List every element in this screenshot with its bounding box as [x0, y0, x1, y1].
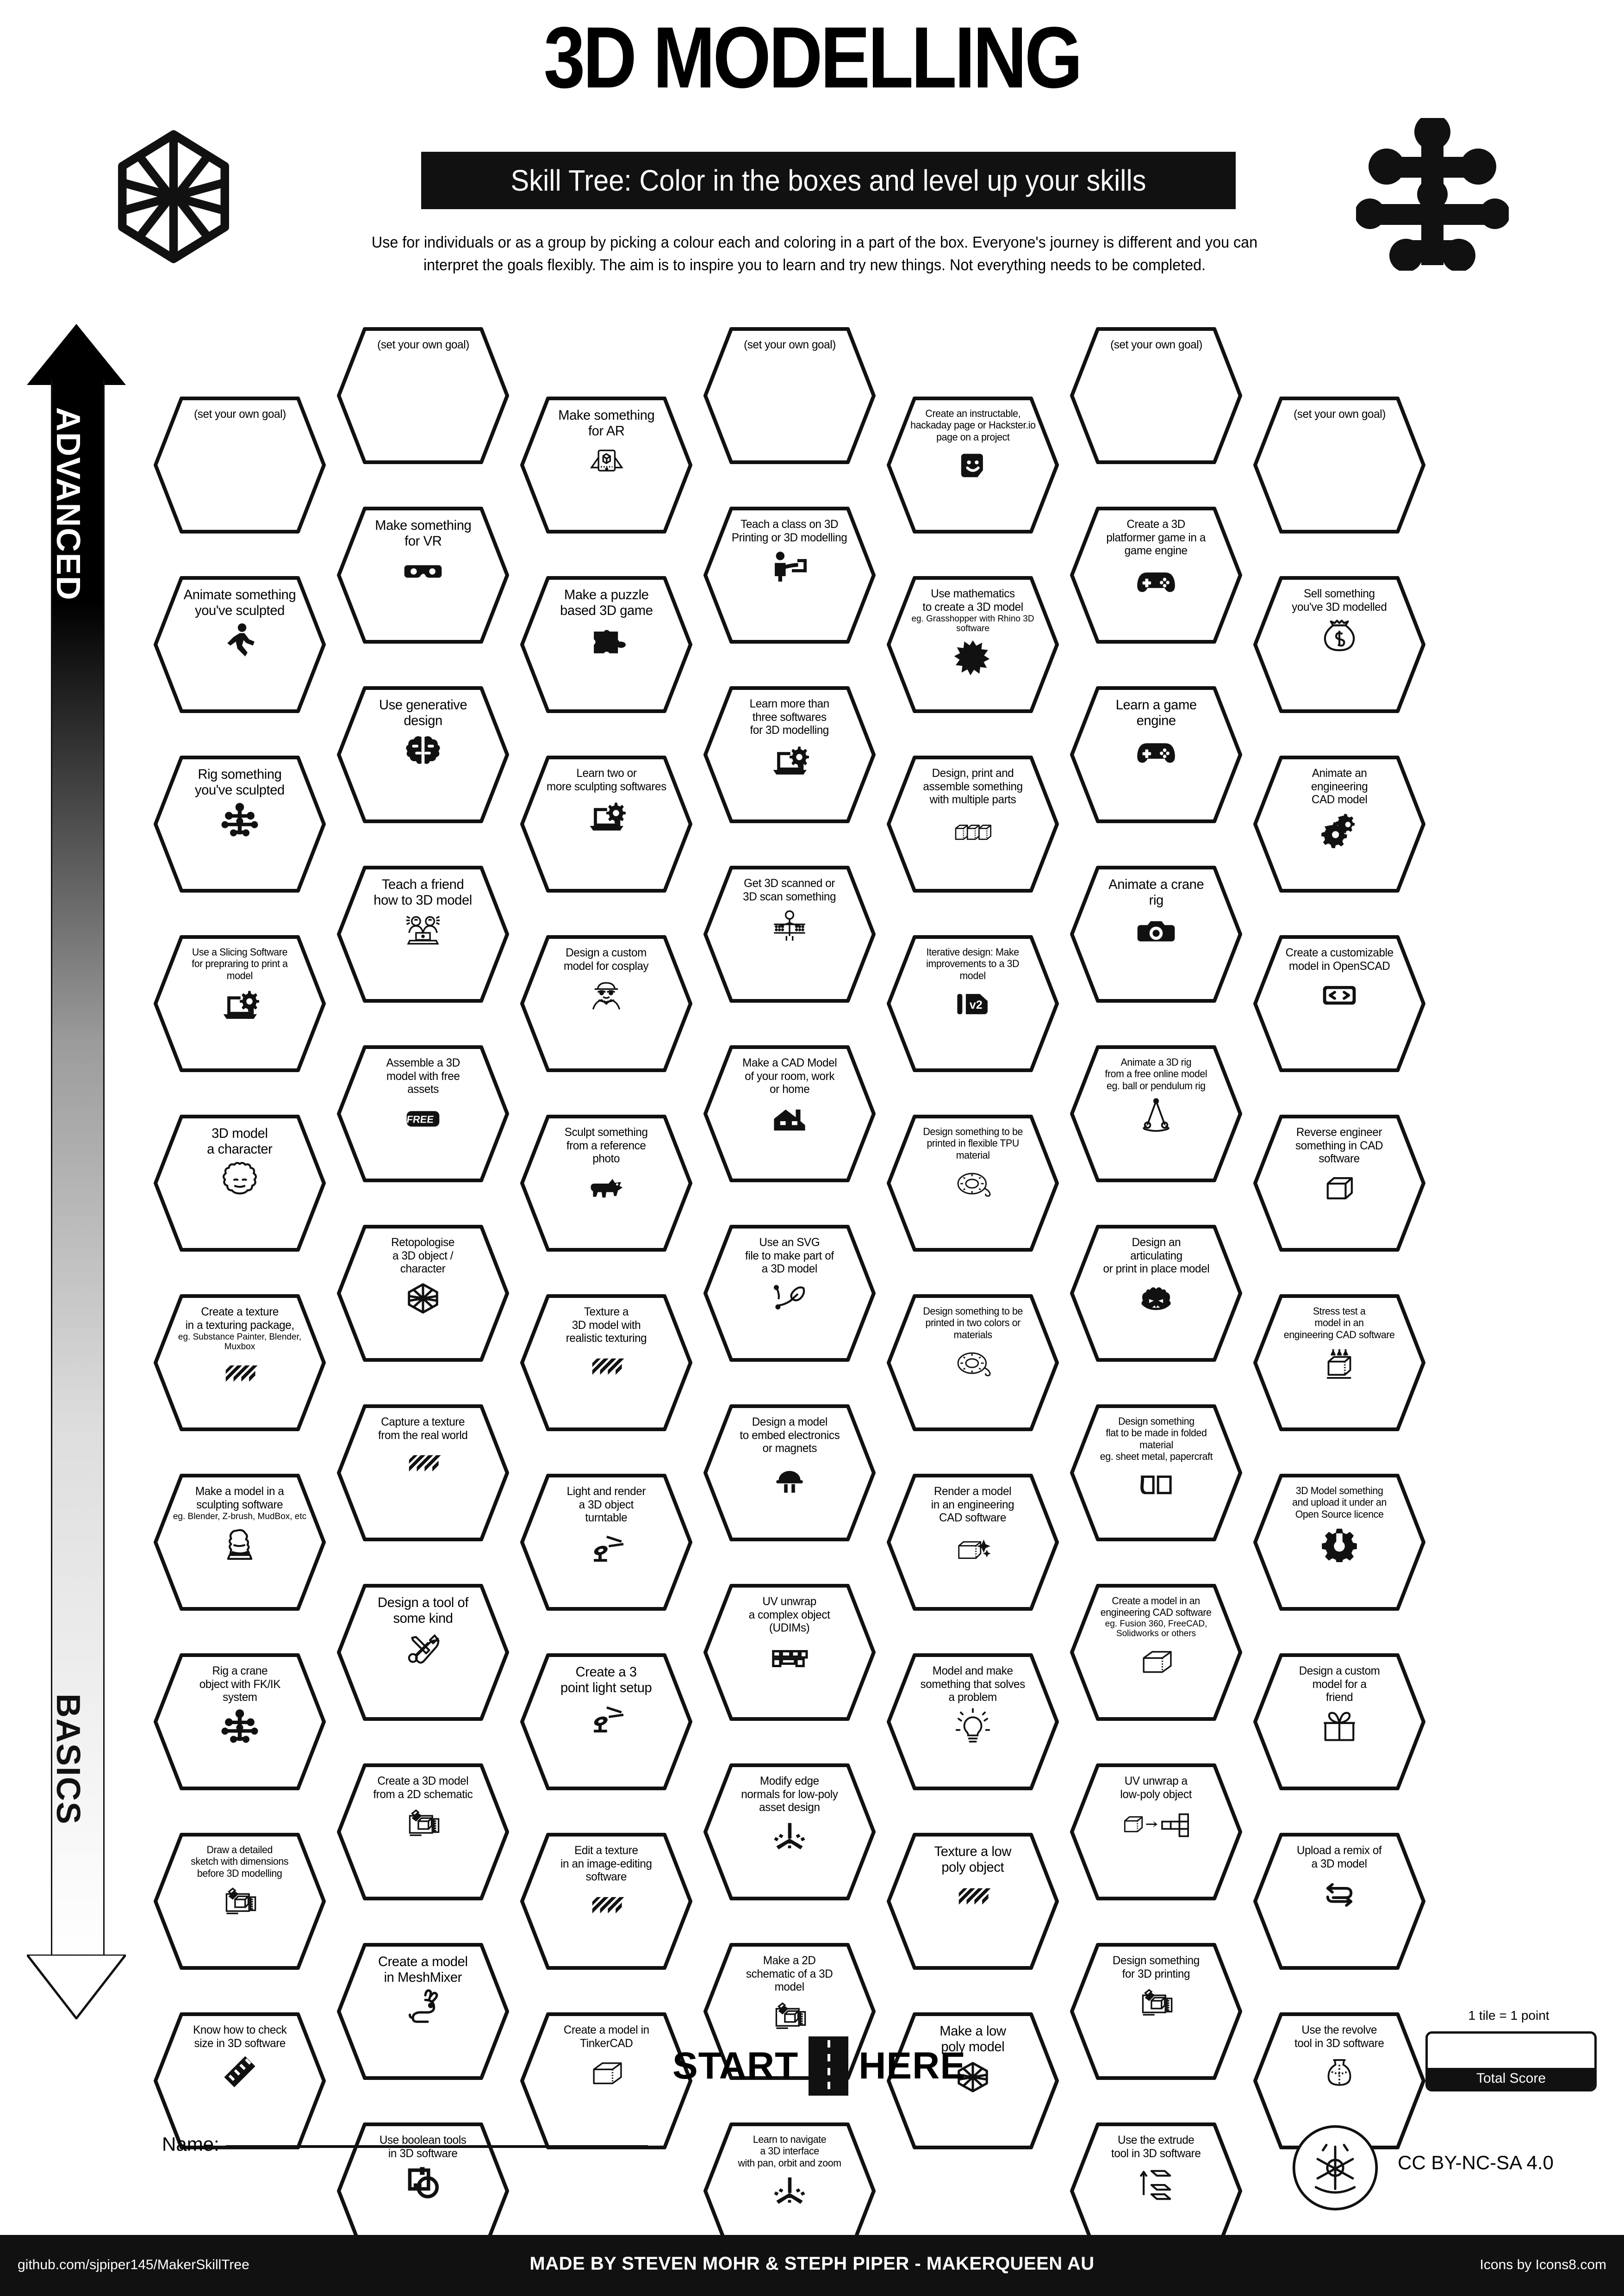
start-here-marker: START HERE [657, 2036, 981, 2096]
skill-hex-tile[interactable]: (set your own goal) [1252, 396, 1426, 534]
skill-hex-tile[interactable]: Make something for VR [336, 506, 510, 645]
skill-hex-tile[interactable]: Make a model in a sculpting software eg. B… [153, 1473, 327, 1612]
skill-hex-tile[interactable]: Reverse engineer something in CAD software [1252, 1114, 1426, 1253]
skill-hex-tile[interactable]: Design a tool of some kind [336, 1583, 510, 1722]
license-text: CC BY-NC-SA 4.0 [1398, 2152, 1554, 2173]
skill-hex-tile[interactable]: Design, print and assemble something with … [886, 755, 1060, 894]
name-label: Name: [162, 2133, 219, 2155]
skill-hex-tile[interactable]: Make a puzzle based 3D game [519, 575, 693, 714]
skill-hex-tile[interactable]: 3D model a character [153, 1114, 327, 1253]
skill-hex-tile[interactable]: Animate a 3D rig from a free online model… [1069, 1044, 1243, 1183]
score-box-fill [1428, 2068, 1594, 2089]
skill-hex-tile[interactable]: Rig something you've sculpted [153, 755, 327, 894]
skill-hex-tile[interactable]: Modify edge normals for low-poly asset des… [703, 1762, 877, 1901]
start-word: START [672, 2045, 799, 2087]
skill-hex-tile[interactable]: Make something for AR [519, 396, 693, 534]
skill-hex-tile[interactable]: Design something to be printed in flexibl… [886, 1114, 1060, 1253]
cc-seal-icon [1291, 2124, 1379, 2214]
skill-hex-tile[interactable]: Use a Slicing Software for prepraring to … [153, 934, 327, 1073]
skill-hex-tile[interactable]: Model and make something that solves a pro… [886, 1652, 1060, 1791]
skill-hex-tile[interactable]: Design a custom model for cosplay [519, 934, 693, 1073]
intro-blurb: Use for individuals or as a group by pic… [371, 234, 1258, 274]
skill-hex-tile[interactable]: Create a customizable model in OpenSCAD [1252, 934, 1426, 1073]
skill-hex-tile[interactable]: (set your own goal) [1069, 326, 1243, 465]
poster-footer: github.com/sjpiper145/MakerSkillTree MAD… [0, 2235, 1624, 2296]
skill-hex-tile[interactable]: Create a 3 point light setup [519, 1652, 693, 1791]
credit-text: MADE BY STEVEN MOHR & STEPH PIPER - MAKE… [529, 2253, 1095, 2274]
skill-hex-tile[interactable]: Design a model to embed electronics or mag… [703, 1403, 877, 1542]
skill-hex-tile[interactable]: Teach a class on 3D Printing or 3D modell… [703, 506, 877, 645]
skill-hex-tile[interactable]: Capture a texture from the real world [336, 1403, 510, 1542]
skill-hex-tile[interactable]: Teach a friend how to 3D model [336, 865, 510, 1004]
skill-hex-tile[interactable]: (set your own goal) [703, 326, 877, 465]
skill-hex-tile[interactable]: Upload a remix of a 3D model [1252, 1832, 1426, 1971]
skill-hex-tile[interactable]: Light and render a 3D object turntable [519, 1473, 693, 1612]
skill-hex-tile[interactable]: Edit a texture in an image-editing softwar… [519, 1832, 693, 1971]
low-poly-gem-icon [111, 130, 236, 266]
skill-hex-tile[interactable]: Design something for 3D printing [1069, 1942, 1243, 2081]
skill-hex-tile[interactable]: Use generative design [336, 685, 510, 824]
total-score-label: Total Score [1476, 2071, 1546, 2086]
road-icon [809, 2036, 849, 2096]
axis-arrow-tail [27, 1955, 126, 2019]
name-field[interactable]: Name: [162, 2133, 648, 2155]
skill-hex-tile[interactable]: Get 3D scanned or 3D scan something [703, 865, 877, 1004]
skill-hex-tile[interactable]: Design something flat to be made in folde… [1069, 1403, 1243, 1542]
axis-gradient-shaft [51, 379, 105, 1962]
subtitle-text: Skill Tree: Color in the boxes and level… [510, 164, 1146, 197]
skill-hex-tile[interactable]: Design something to be printed in two col… [886, 1293, 1060, 1432]
skill-hex-tile[interactable]: Sculpt something from a reference photo [519, 1114, 693, 1253]
skill-hex-tile[interactable]: Learn two or more sculpting softwares [519, 755, 693, 894]
skill-hex-tile[interactable]: Design a custom model for a friend [1252, 1652, 1426, 1791]
skill-hex-tile[interactable]: UV unwrap a low-poly object [1069, 1762, 1243, 1901]
skill-hex-tile[interactable]: Animate a crane rig [1069, 865, 1243, 1004]
skill-hex-tile[interactable]: Use mathematics to create a 3D model eg. G… [886, 575, 1060, 714]
skill-hex-tile[interactable]: Create a model in an engineering CAD soft… [1069, 1583, 1243, 1722]
skill-hex-tile[interactable]: Render a model in an engineering CAD softw… [886, 1473, 1060, 1612]
here-word: HERE [859, 2045, 966, 2087]
skill-hex-tile[interactable]: Design an articulating or print in place m… [1069, 1224, 1243, 1363]
skill-hex-tile[interactable]: Create a model in MeshMixer [336, 1942, 510, 2081]
skill-hex-tile[interactable]: Texture a 3D model with realistic texturin… [519, 1293, 693, 1432]
skill-hex-tile[interactable]: Create a 3D model from a 2D schematic [336, 1762, 510, 1901]
skill-hex-tile[interactable]: Stress test a model in an engineering CAD … [1252, 1293, 1426, 1432]
skill-hex-tile[interactable]: (set your own goal) [153, 396, 327, 534]
skill-hex-tile[interactable]: Create an instructable, hackaday page or … [886, 396, 1060, 534]
skill-hex-tile[interactable]: Assemble a 3D model with free assets FREE [336, 1044, 510, 1183]
skill-hex-tile[interactable]: Learn a game engine [1069, 685, 1243, 824]
skill-hex-tile[interactable]: Sell something you've 3D modelled [1252, 575, 1426, 714]
skill-hex-tile[interactable]: Create a 3D platformer game in a game engi… [1069, 506, 1243, 645]
subtitle-banner: Skill Tree: Color in the boxes and level… [421, 152, 1236, 209]
skill-tree-node-icon [1355, 114, 1510, 273]
skill-hex-tile[interactable]: Texture a low poly object [886, 1832, 1060, 1971]
skill-hex-tile[interactable]: Animate an engineering CAD model [1252, 755, 1426, 894]
skill-hex-tile[interactable]: Know how to check size in 3D software [153, 2011, 327, 2150]
progression-axis: ADVANCED BASICS [19, 324, 126, 2045]
skill-hex-tile[interactable]: 3D Model something and upload it under an… [1252, 1473, 1426, 1612]
name-input-rule[interactable] [225, 2145, 648, 2148]
icons-credit: Icons by Icons8.com [1480, 2257, 1606, 2272]
skill-hex-tile[interactable]: Rig a crane object with FK/IK system [153, 1652, 327, 1791]
poster-header: 3D MODELLING Skill Tree: Color in the bo… [0, 0, 1624, 305]
skill-hex-tile[interactable]: Retopologise a 3D object / character [336, 1224, 510, 1363]
skill-hex-tile[interactable]: Create a texture in a texturing package, e… [153, 1293, 327, 1432]
skill-hex-tile[interactable]: Draw a detailed sketch with dimensions bef… [153, 1832, 327, 1971]
page-title: 3D MODELLING [543, 9, 1083, 106]
skill-hex-tile[interactable]: Use an SVG file to make part of a 3D model [703, 1224, 877, 1363]
tile-point-note: 1 tile = 1 point [1468, 2008, 1549, 2023]
skill-hex-tile[interactable]: UV unwrap a complex object (UDIMs) [703, 1583, 877, 1722]
axis-arrow-head [27, 324, 126, 385]
skill-hex-tile[interactable]: Make a CAD Model of your room, work or hom… [703, 1044, 877, 1183]
skill-hex-tile[interactable]: (set your own goal) [336, 326, 510, 465]
total-score-box[interactable]: Total Score [1425, 2031, 1597, 2091]
github-link[interactable]: github.com/sjpiper145/MakerSkillTree [18, 2257, 249, 2272]
skill-hex-tile[interactable]: Learn more than three softwares for 3D mod… [703, 685, 877, 824]
skill-hex-tile[interactable]: Animate something you've sculpted [153, 575, 327, 714]
skill-hex-tile[interactable]: Iterative design: Make improvements to a … [886, 934, 1060, 1073]
